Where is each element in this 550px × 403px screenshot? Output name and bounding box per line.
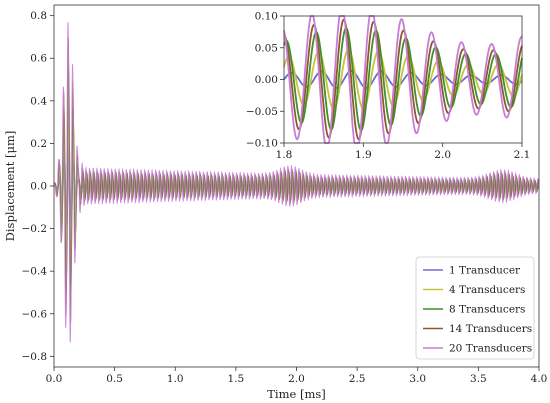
inset-series-line [283, 15, 523, 144]
x-tick-label: 1.0 [167, 373, 184, 385]
y-tick-label: 0.2 [30, 138, 47, 150]
inset-axis-ticks: 1.8 1.9 2.0 2.1 0.10 0.05 0.00 −0.05 −0.10 [246, 11, 531, 162]
inset-y-tick-label: 0.10 [255, 11, 278, 23]
inset-plot-frame [283, 15, 523, 144]
legend-entry: 20 Transducers [449, 343, 532, 355]
inset-x-tick-label: 1.8 [276, 149, 293, 161]
inset-y-tick-label: −0.10 [246, 138, 278, 150]
inset-x-tick-label: 2.1 [514, 149, 531, 161]
main-plot-frame [53, 4, 540, 368]
x-tick-label: 3.0 [409, 373, 426, 385]
x-tick-label: 0.0 [46, 373, 63, 385]
main-axis-ticks: 0.0 0.5 1.0 1.5 2.0 2.5 3.0 3.5 4.0 0.8 0.6 0.4 0.2 0… [22, 10, 548, 385]
y-tick-label: 0.4 [30, 95, 47, 107]
x-tick-label: 1.5 [228, 373, 245, 385]
y-axis-label: Displacement [μm] [3, 131, 17, 242]
x-tick-label: 3.5 [470, 373, 487, 385]
legend-entry: 4 Transducers [449, 284, 525, 296]
y-tick-label: 0.8 [30, 10, 47, 22]
y-tick-label: 0.0 [30, 181, 47, 193]
x-axis-label: Time [ms] [267, 387, 326, 401]
x-tick-label: 0.5 [106, 373, 123, 385]
y-tick-label: 0.6 [30, 53, 47, 65]
legend: 1 Transducer 4 Transducers 8 Transducers 14… [415, 256, 535, 360]
y-tick-label: −0.4 [22, 266, 48, 278]
inset-plot: 1.8 1.9 2.0 2.1 0.10 0.05 0.00 −0.05 −0.10 [246, 11, 531, 162]
series-line [53, 22, 540, 343]
legend-box [415, 256, 535, 360]
series-line [53, 37, 540, 324]
legend-entry: 8 Transducers [449, 304, 525, 316]
x-tick-label: 2.0 [288, 373, 305, 385]
inset-y-tick-label: 0.05 [255, 42, 278, 54]
y-tick-label: −0.8 [22, 351, 48, 363]
inset-series-group [283, 15, 523, 144]
legend-entry: 1 Transducer [449, 265, 521, 277]
x-tick-label: 4.0 [531, 373, 548, 385]
y-tick-label: −0.6 [22, 308, 48, 320]
legend-entry: 14 Transducers [449, 323, 532, 335]
y-tick-label: −0.2 [22, 223, 48, 235]
inset-y-tick-label: 0.00 [255, 74, 278, 86]
main-series-group [53, 22, 540, 343]
inset-x-tick-label: 1.9 [355, 149, 372, 161]
inset-series-line [283, 18, 523, 140]
inset-x-tick-label: 2.0 [434, 149, 451, 161]
inset-y-tick-label: −0.05 [246, 106, 278, 118]
x-tick-label: 2.5 [349, 373, 366, 385]
